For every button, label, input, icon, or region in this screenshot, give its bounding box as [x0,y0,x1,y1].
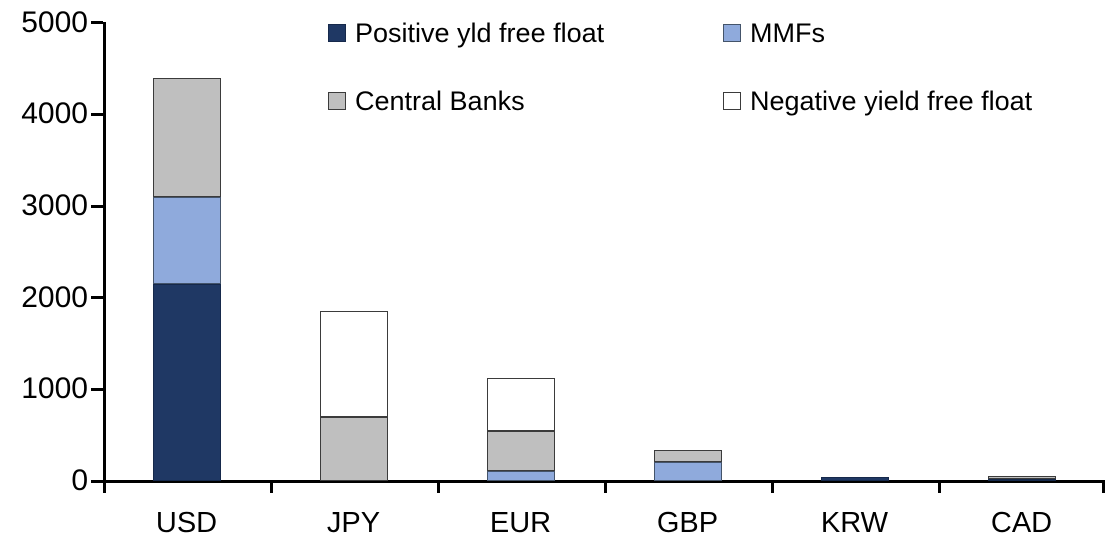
y-tick-mark [91,479,103,483]
bar-segment-eur [486,470,555,481]
x-tick-mark [1102,480,1105,493]
y-tick-label: 5000 [21,5,88,39]
bar-segment-eur [486,378,555,431]
x-tick-mark [103,480,106,493]
bar-segment-usd [152,283,221,481]
x-tick-label: EUR [489,507,552,539]
bar-segment-usd [152,77,221,197]
legend-label: Central Banks [355,86,525,116]
y-axis-line [103,22,106,483]
bar-segment-jpy [319,311,388,417]
y-tick-label: 1000 [21,372,88,406]
bar-segment-usd [152,196,221,284]
y-tick-mark [91,387,103,391]
y-tick-mark [91,296,103,300]
legend-label: Positive yld free float [355,18,605,48]
legend-item-positive-yld-free-float: Positive yld free float [328,18,604,48]
legend-swatch-mmfs [723,24,741,42]
x-tick-mark [437,480,440,493]
y-tick-label: 3000 [21,189,88,223]
legend-label: Negative yield free float [750,86,1033,116]
x-tick-mark [771,480,774,493]
legend-swatch-positive-yld-free-float [328,24,346,42]
x-tick-mark [270,480,273,493]
legend-swatch-central-banks [328,92,346,110]
y-tick-label: 2000 [21,280,88,314]
x-tick-label: JPY [326,507,381,539]
legend-item-negative-yield-free-float: Negative yield free float [723,86,1032,116]
y-tick-label: 4000 [21,97,88,131]
bar-segment-krw [820,476,889,481]
y-tick-label: 0 [71,464,88,497]
y-tick-mark [91,204,103,208]
legend-swatch-negative-yield-free-float [723,92,741,110]
x-tick-label: USD [155,507,218,539]
bar-segment-gbp [653,461,722,481]
bar-segment-cad [987,478,1056,482]
bar-segment-gbp [653,450,722,462]
x-tick-mark [938,480,941,493]
legend-label: MMFs [750,18,825,48]
x-tick-label: KRW [820,507,889,539]
x-tick-label: GBP [656,507,719,539]
x-tick-label: CAD [990,507,1053,539]
legend-item-central-banks: Central Banks [328,86,525,116]
legend-item-mmfs: MMFs [723,18,825,48]
y-tick-mark [91,21,103,25]
bar-segment-cad [987,475,1056,479]
x-tick-mark [604,480,607,493]
bar-segment-eur [486,430,555,471]
y-tick-mark [91,112,103,116]
bar-segment-jpy [319,416,388,481]
